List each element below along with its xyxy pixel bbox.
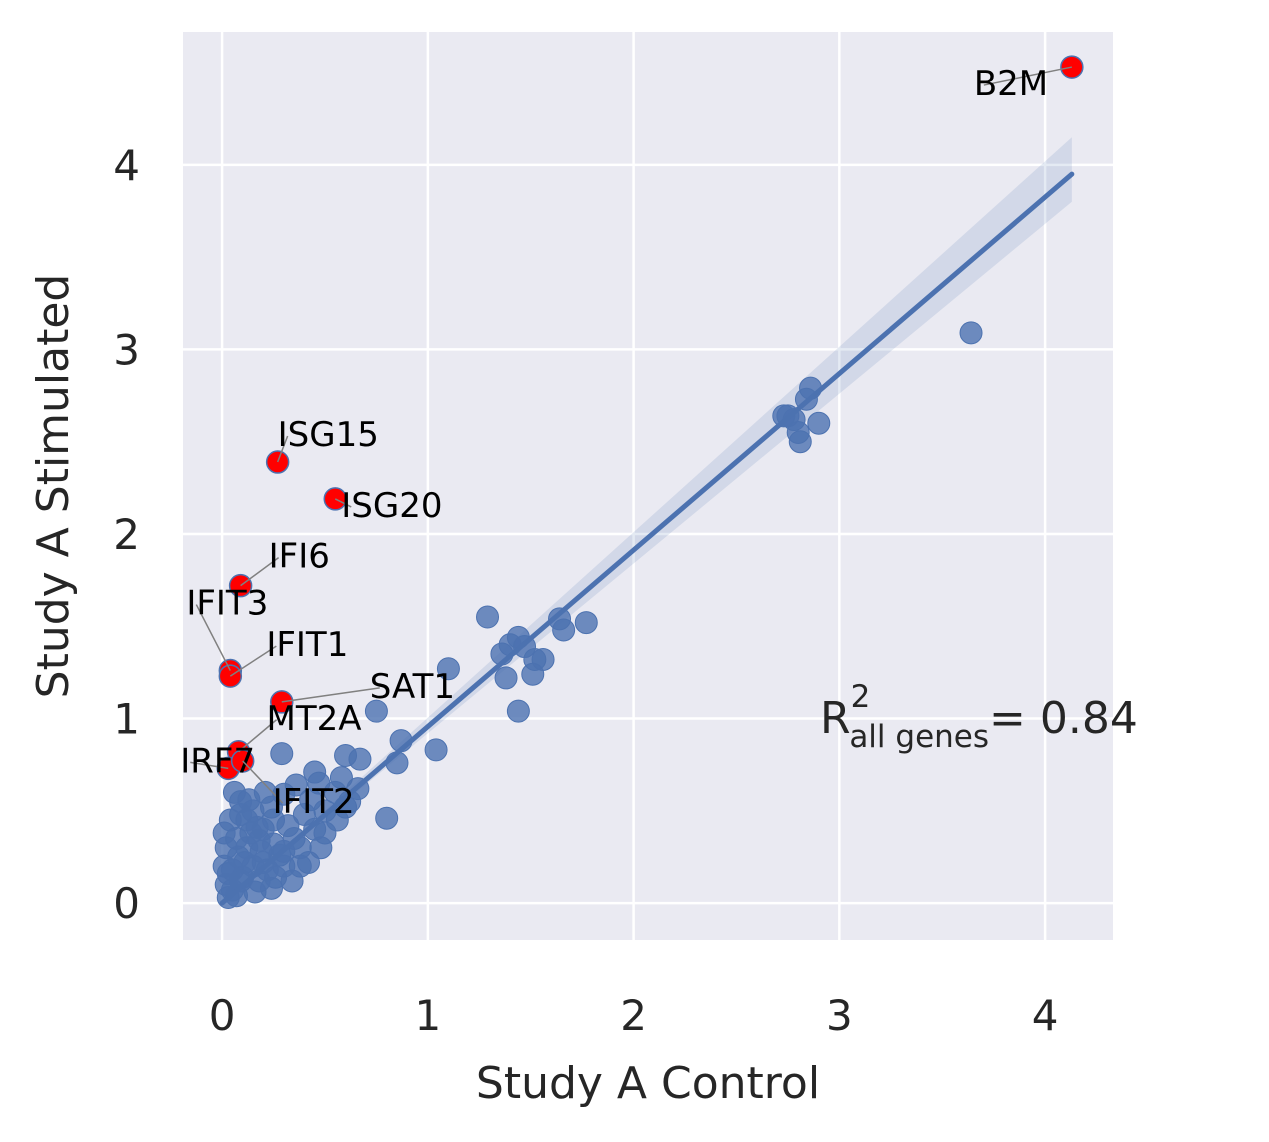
data-point <box>506 699 530 723</box>
y-tick-labels: 0 1 2 3 4 <box>113 141 140 928</box>
data-point <box>476 605 500 629</box>
annotation-arrow <box>229 645 277 677</box>
data-point <box>245 815 269 839</box>
data-point <box>772 404 796 428</box>
gene-label-mt2a: MT2A <box>267 699 362 739</box>
data-point <box>270 742 294 766</box>
regression-line <box>219 171 1075 906</box>
data-point <box>521 662 545 686</box>
data-point <box>224 826 248 850</box>
y-axis-title: Study A Stimulated <box>28 274 79 699</box>
data-point <box>436 657 460 681</box>
annotation-arrow <box>242 760 284 804</box>
data-point <box>552 618 576 642</box>
annotation-arrow <box>195 604 231 671</box>
gene-label-ifi6: IFI6 <box>269 537 330 577</box>
x-tick-label: 1 <box>414 991 441 1040</box>
y-tick-label: 1 <box>113 695 140 744</box>
x-axis-title: Study A Control <box>476 1058 820 1109</box>
annotation-arrow <box>238 719 278 753</box>
x-tick-label: 2 <box>620 991 647 1040</box>
data-point <box>959 321 983 345</box>
data-point <box>329 766 353 790</box>
x-tick-label: 4 <box>1032 991 1059 1040</box>
regression-line-group <box>219 171 1075 906</box>
r2-value: = 0.84 <box>989 693 1138 744</box>
data-point <box>276 814 300 838</box>
gene-label-isg15: ISG15 <box>278 415 379 455</box>
annotation-arrow <box>276 435 289 463</box>
gene-label-b2m: B2M <box>974 64 1048 104</box>
data-point <box>264 865 288 889</box>
r2-subscript: all genes <box>849 719 989 755</box>
data-point <box>375 806 399 830</box>
annotation-arrow <box>190 761 229 770</box>
gene-label-ifit3: IFIT3 <box>186 584 268 624</box>
gene-label-isg20: ISG20 <box>341 486 442 526</box>
x-tick-labels: 0 1 2 3 4 <box>209 991 1059 1040</box>
data-point <box>249 839 273 863</box>
r2-base: R <box>820 693 851 744</box>
data-point <box>574 611 598 635</box>
annotation-arrow <box>281 687 380 703</box>
annotation-arrow <box>983 66 1072 86</box>
annotation-arrow <box>240 557 280 587</box>
y-tick-label: 2 <box>113 510 140 559</box>
data-point <box>253 780 277 804</box>
gene-label-ifit1: IFIT1 <box>266 625 348 665</box>
data-point <box>807 411 831 435</box>
y-tick-label: 4 <box>113 141 140 190</box>
data-point <box>348 747 372 771</box>
r2-annotation: R2 all genes= 0.84 <box>820 679 1138 755</box>
y-tick-label: 3 <box>113 325 140 374</box>
x-tick-label: 0 <box>209 991 236 1040</box>
highlighted-points <box>216 55 1084 781</box>
data-point <box>424 738 448 762</box>
data-point <box>788 430 812 454</box>
data-point <box>288 854 312 878</box>
grid-lines <box>183 32 1113 940</box>
annotation-arrow <box>334 498 352 508</box>
r2-superscript: 2 <box>851 679 871 715</box>
confidence-band <box>222 137 1072 904</box>
data-point <box>494 666 518 690</box>
gene-annotations: B2MISG15ISG20IFI6IFIT3IFIT1SAT1MT2AIRF7I… <box>180 64 1072 822</box>
gene-label-sat1: SAT1 <box>370 667 455 707</box>
data-point <box>299 788 323 812</box>
regression-ci-band <box>222 137 1072 904</box>
data-point <box>325 808 349 832</box>
data-point <box>229 803 253 827</box>
data-point <box>364 699 388 723</box>
gene-label-ifit2: IFIT2 <box>273 782 355 822</box>
x-tick-label: 3 <box>826 991 853 1040</box>
y-tick-label: 0 <box>113 879 140 928</box>
